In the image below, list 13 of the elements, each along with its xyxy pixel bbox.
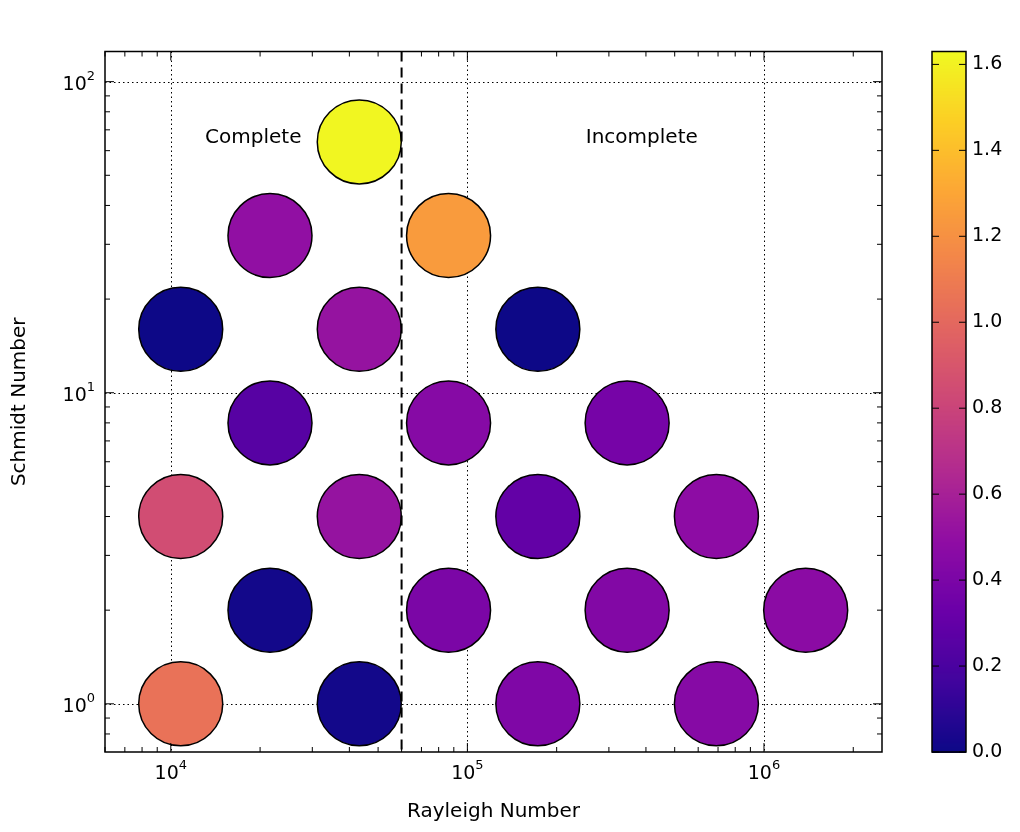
color-bar-label: 0.2 bbox=[972, 652, 1003, 675]
color-bar-label: 1.4 bbox=[972, 137, 1003, 160]
annotation: Complete bbox=[205, 123, 302, 148]
annotation: Incomplete bbox=[585, 123, 698, 148]
color-bar-label: 0.0 bbox=[972, 738, 1003, 761]
y-axis-title: Schmidt Number bbox=[6, 316, 31, 487]
color-bar-label: 1.0 bbox=[972, 309, 1003, 332]
color-bar-label: 0.8 bbox=[972, 395, 1003, 418]
color-bar-label: 0.6 bbox=[972, 481, 1003, 504]
color-bar-label: 0.4 bbox=[972, 567, 1003, 590]
color-bar-label: 1.2 bbox=[972, 223, 1003, 246]
x-axis-title: Rayleigh Number bbox=[406, 798, 581, 823]
color-bar-label: 1.6 bbox=[972, 51, 1003, 74]
